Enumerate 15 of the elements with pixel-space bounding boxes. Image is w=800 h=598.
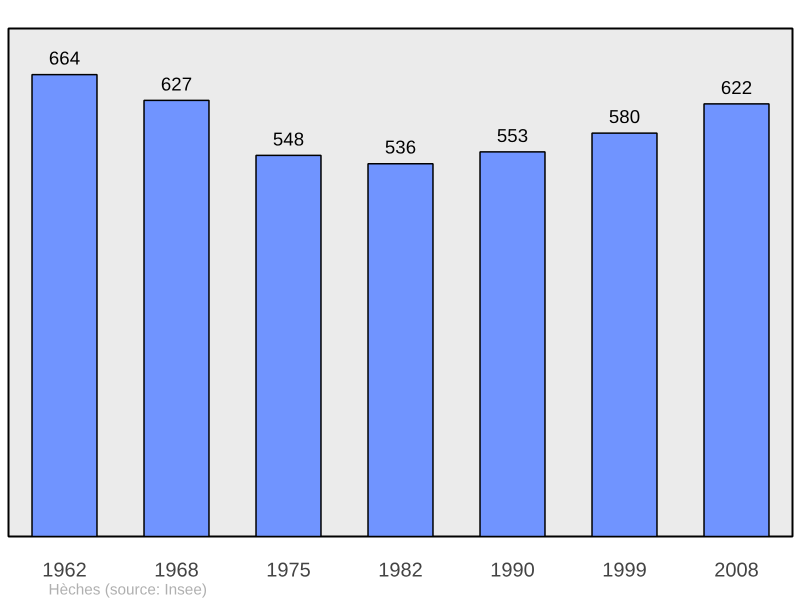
x-tick-label: 2008: [714, 560, 759, 582]
data-label: 536: [384, 136, 416, 158]
data-label: 664: [48, 48, 80, 69]
x-tick-label: 1975: [266, 560, 311, 582]
data-label: 553: [496, 124, 528, 146]
x-tick-label: 1990: [490, 560, 535, 582]
x-tick-label: 1982: [378, 560, 423, 582]
data-label: 580: [608, 106, 640, 128]
data-label: 548: [272, 128, 304, 150]
x-tick-label: 1962: [42, 560, 87, 582]
data-label: 627: [160, 73, 192, 94]
data-label: 622: [720, 76, 752, 98]
x-tick-label: 1968: [154, 560, 199, 582]
text: Hèches (source: Insee): [48, 582, 207, 598]
x-tick-label: 1999: [602, 560, 647, 582]
